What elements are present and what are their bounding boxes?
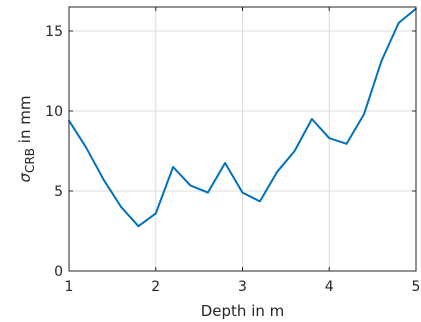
y-tick-label: 5 [54,184,63,200]
y-axis-label-base: σ [16,172,34,182]
data-point [137,225,140,227]
data-point [241,191,244,194]
data-point [85,147,88,149]
x-axis-ticks: 1 2 3 4 5 [65,7,421,295]
data-point [328,137,331,139]
data-point [311,118,313,120]
y-tick-label: 10 [45,104,63,120]
x-tick-label: 5 [412,279,421,295]
y-axis-label-rest: in mm [16,96,34,148]
x-tick-label: 2 [151,279,160,295]
y-axis-ticks: 0 5 10 15 [45,24,416,280]
data-point [397,22,400,24]
data-point [363,113,365,115]
x-axis-label: Depth in m [201,302,285,320]
x-tick-label: 4 [325,279,334,295]
data-point [189,184,192,187]
y-axis-label-sub: CRB [23,148,37,173]
x-tick-label: 1 [65,279,74,295]
data-point [207,191,209,194]
data-point [380,60,383,63]
data-point [154,212,157,215]
data-point [102,179,105,181]
data-point [120,206,122,208]
data-point [172,166,174,168]
data-point [276,171,279,173]
data-point [224,162,226,164]
data-point [259,200,261,203]
y-axis-label: σCRB in mm [16,96,37,183]
y-tick-label: 15 [45,24,63,40]
grid [68,7,417,272]
data-point [345,143,348,145]
data-point [293,150,296,152]
y-tick-label: 0 [54,264,63,280]
x-tick-label: 3 [238,279,247,295]
